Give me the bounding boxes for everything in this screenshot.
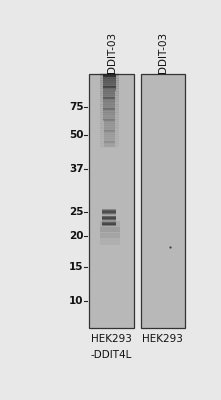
Bar — [89, 74, 134, 328]
Text: -DDIT4L: -DDIT4L — [91, 350, 132, 360]
Text: 15: 15 — [69, 262, 84, 272]
Bar — [141, 74, 185, 328]
Text: HEK293: HEK293 — [91, 334, 132, 344]
Text: 10: 10 — [69, 296, 84, 306]
Text: 25: 25 — [69, 207, 84, 217]
Text: DDIT-03: DDIT-03 — [107, 32, 116, 73]
Text: DDIT-03: DDIT-03 — [158, 32, 168, 73]
Text: 37: 37 — [69, 164, 84, 174]
Text: 75: 75 — [69, 102, 84, 112]
Text: 20: 20 — [69, 232, 84, 242]
Text: 50: 50 — [69, 130, 84, 140]
Text: HEK293: HEK293 — [143, 334, 183, 344]
